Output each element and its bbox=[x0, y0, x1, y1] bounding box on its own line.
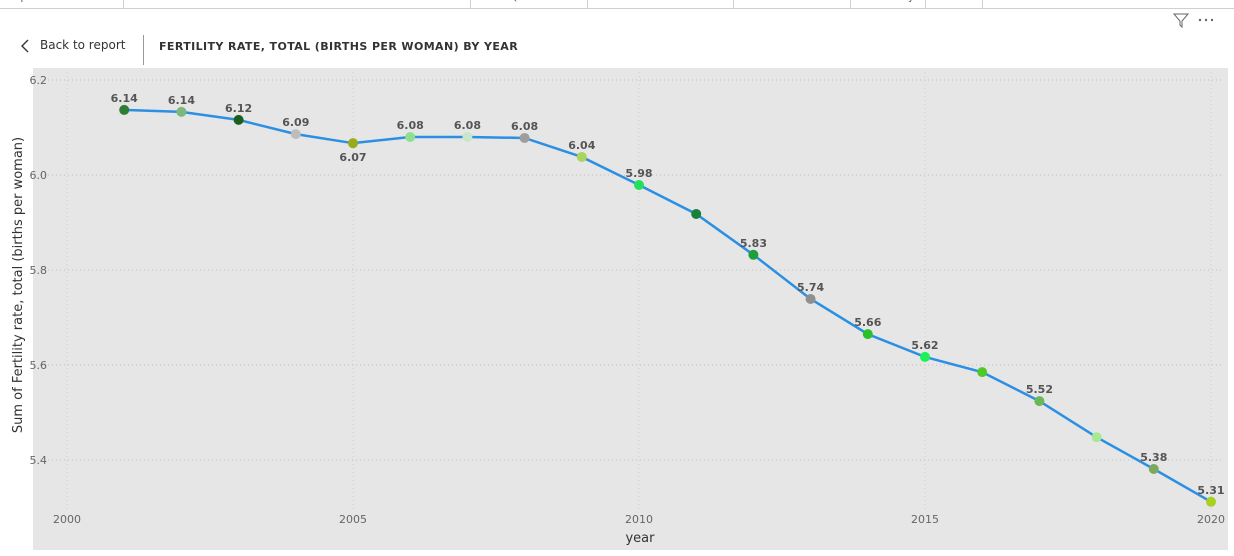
data-label: 5.83 bbox=[740, 237, 767, 250]
y-tick-label: 6.0 bbox=[30, 169, 48, 182]
ribbon-separator bbox=[733, 0, 734, 8]
data-point bbox=[519, 132, 530, 143]
back-label: Back to report bbox=[40, 38, 126, 52]
back-arrow bbox=[21, 39, 29, 52]
separator bbox=[143, 35, 144, 65]
data-label: 6.08 bbox=[397, 119, 424, 132]
ribbon-separator bbox=[470, 0, 471, 8]
y-axis-title: Sum of Fertility rate, total (births per… bbox=[11, 137, 26, 433]
ribbon-separator bbox=[587, 0, 588, 8]
x-tick-label: 2015 bbox=[911, 513, 939, 526]
x-tick-label: 2005 bbox=[339, 513, 367, 526]
data-point bbox=[634, 179, 644, 190]
data-label: 6.12 bbox=[225, 102, 252, 115]
visual-title: FERTILITY RATE, TOTAL (BIRTHS PER WOMAN)… bbox=[159, 40, 519, 53]
data-point bbox=[1091, 432, 1102, 443]
data-point bbox=[805, 293, 816, 304]
y-tick-label: 6.2 bbox=[30, 74, 48, 87]
data-label: 6.08 bbox=[454, 119, 481, 132]
ribbon-separator bbox=[982, 0, 983, 8]
filter-icon[interactable] bbox=[1172, 13, 1190, 29]
plot-background bbox=[33, 68, 1228, 550]
data-point bbox=[977, 367, 988, 378]
ribbon-label: Calculations bbox=[765, 0, 826, 3]
ribbon-label: Data bbox=[285, 0, 309, 3]
ribbon-separator bbox=[850, 0, 851, 8]
data-point bbox=[233, 114, 244, 125]
data-label: 6.08 bbox=[511, 120, 538, 133]
line bbox=[124, 108, 1212, 503]
data-label: 5.62 bbox=[911, 339, 938, 352]
data-label: 6.14 bbox=[168, 94, 195, 107]
y-tick-label: 5.8 bbox=[30, 264, 48, 277]
data-point bbox=[462, 132, 473, 142]
y-tick-label: 5.6 bbox=[30, 359, 48, 372]
data-point bbox=[119, 104, 130, 115]
ribbon-separator bbox=[925, 0, 926, 8]
data-label: 6.07 bbox=[339, 151, 366, 164]
data-point bbox=[290, 129, 301, 140]
data-label: 6.04 bbox=[568, 139, 595, 152]
data-point bbox=[405, 132, 416, 142]
more-icon[interactable] bbox=[1198, 18, 1214, 22]
data-point bbox=[920, 351, 930, 362]
data-point bbox=[348, 138, 358, 149]
data-label: 5.31 bbox=[1197, 484, 1224, 497]
ribbon-label: Clipboard bbox=[8, 0, 56, 3]
toolbar-icons bbox=[1172, 13, 1214, 29]
ribbon-label: Queries bbox=[510, 0, 549, 3]
data-label: 6.14 bbox=[111, 92, 138, 105]
ribbon-separator bbox=[123, 0, 124, 8]
y-tick-label: 5.4 bbox=[30, 454, 48, 467]
back-button[interactable]: Back to report bbox=[20, 38, 125, 53]
x-tick-label: 2010 bbox=[625, 513, 653, 526]
ribbon-label: Insert bbox=[647, 0, 676, 3]
data-label: 6.09 bbox=[282, 116, 309, 129]
data-point bbox=[576, 151, 587, 162]
ribbon-label: Sensitivity bbox=[862, 0, 914, 3]
data-point bbox=[1148, 464, 1159, 475]
data-point bbox=[691, 208, 702, 219]
ribbon-label: Share bbox=[942, 0, 971, 3]
data-label: 5.38 bbox=[1140, 451, 1167, 464]
x-tick-label: 2020 bbox=[1197, 513, 1225, 526]
toolbar bbox=[1172, 12, 1222, 32]
data-label: 5.74 bbox=[797, 281, 824, 294]
data-point bbox=[176, 106, 187, 117]
data-point bbox=[862, 329, 873, 340]
x-tick-label: 2000 bbox=[53, 513, 81, 526]
data-point bbox=[1034, 396, 1045, 407]
data-point bbox=[748, 249, 759, 260]
x-axis-title: year bbox=[625, 531, 655, 546]
ribbon: Clipboard Data Queries Insert Calculations Se… bbox=[0, 0, 1234, 9]
data-point bbox=[1206, 496, 1216, 507]
data-label: 5.52 bbox=[1026, 383, 1053, 396]
data-label: 5.98 bbox=[625, 167, 652, 180]
data-label: 5.66 bbox=[854, 316, 881, 329]
